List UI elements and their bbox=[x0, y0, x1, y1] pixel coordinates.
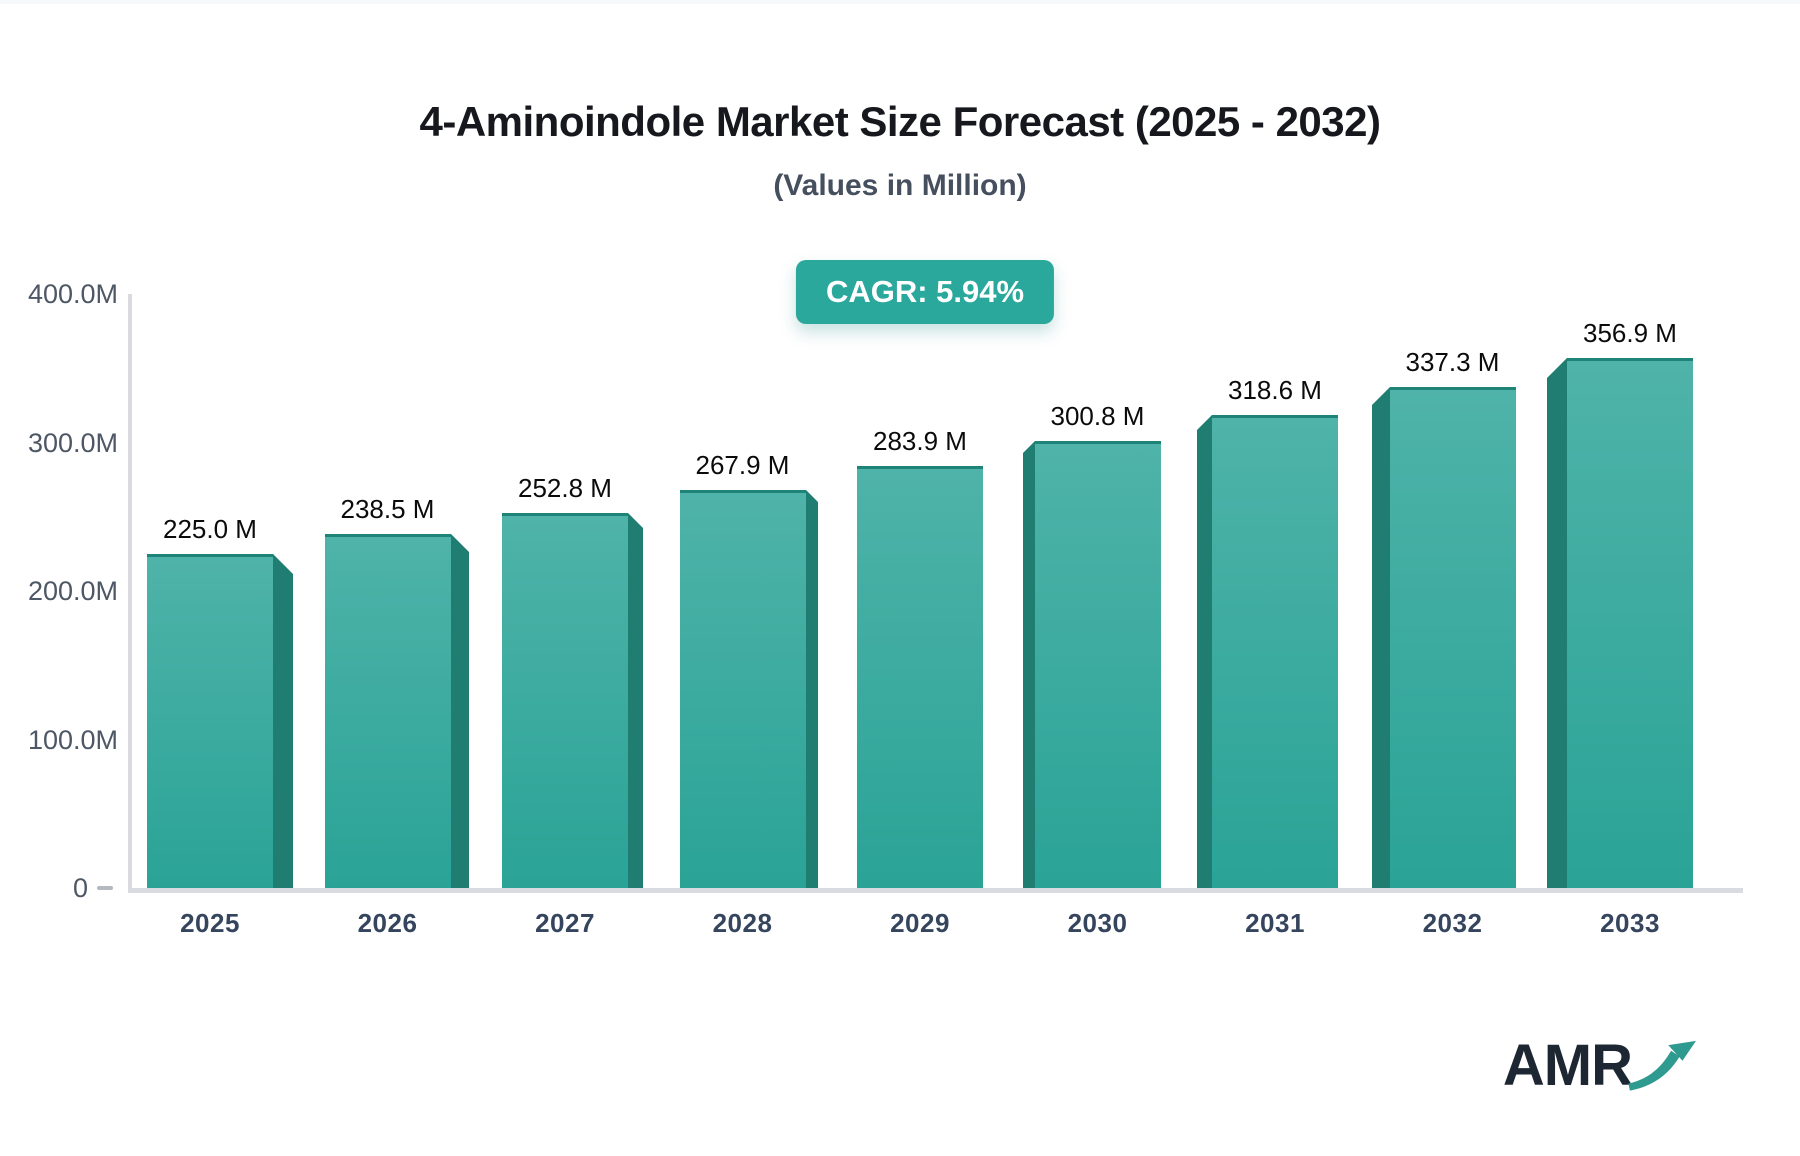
y-axis-label: 100.0M bbox=[27, 724, 118, 755]
y-axis-label: 300.0M bbox=[27, 427, 118, 458]
x-axis-label: 2026 bbox=[357, 908, 418, 938]
zero-tick-mark bbox=[97, 886, 113, 890]
bar-2025 bbox=[147, 554, 273, 888]
bar-chart-plot: 400.0M 300.0M 200.0M 100.0M 0 225.0 M 2025 238.… bbox=[0, 4, 1800, 1156]
chart-title: 4-Aminoindole Market Size Forecast (2025… bbox=[419, 98, 1381, 145]
bar-side-face bbox=[806, 490, 818, 888]
x-axis-line bbox=[128, 888, 1743, 893]
chart-subtitle: (Values in Million) bbox=[773, 169, 1027, 202]
bar-value-label: 300.8 M bbox=[1050, 401, 1145, 431]
x-axis-label: 2029 bbox=[890, 908, 950, 938]
bar-side-face bbox=[451, 534, 469, 888]
x-axis-label: 2025 bbox=[180, 908, 240, 938]
bar-side-face bbox=[1197, 415, 1212, 888]
bar-side-face bbox=[1023, 441, 1035, 888]
y-axis-label: 200.0M bbox=[27, 576, 118, 606]
amr-logo: AMR bbox=[1503, 1036, 1700, 1102]
bar-side-face bbox=[628, 513, 643, 888]
bar-2032 bbox=[1390, 387, 1516, 888]
x-axis-label: 2032 bbox=[1422, 908, 1483, 938]
bar-value-label: 318.6 M bbox=[1228, 375, 1322, 405]
x-axis-label: 2030 bbox=[1067, 908, 1128, 938]
bar-2033 bbox=[1567, 358, 1693, 888]
bar-value-label: 238.5 M bbox=[340, 494, 435, 524]
bar-2028 bbox=[680, 490, 806, 888]
bar-2030 bbox=[1035, 441, 1161, 888]
bar-2029 bbox=[857, 466, 983, 888]
y-axis-label: 0 bbox=[72, 873, 88, 903]
bar-value-label: 225.0 M bbox=[163, 514, 257, 544]
bar-value-label: 337.3 M bbox=[1405, 347, 1500, 377]
bar-value-label: 356.9 M bbox=[1583, 318, 1677, 348]
x-axis-label: 2027 bbox=[535, 908, 595, 938]
cagr-badge: CAGR: 5.94% bbox=[795, 260, 1055, 324]
y-axis-line bbox=[128, 294, 132, 893]
amr-logo-text: AMR bbox=[1502, 1033, 1633, 1098]
cagr-badge-label: CAGR: 5.94% bbox=[825, 274, 1025, 309]
bar-side-face bbox=[1547, 358, 1567, 888]
bar-2027 bbox=[502, 513, 628, 888]
bar-side-face bbox=[273, 554, 293, 888]
bar-side-face bbox=[1372, 387, 1390, 888]
bar-2026 bbox=[325, 534, 451, 888]
x-axis-label: 2033 bbox=[1600, 908, 1660, 938]
bar-value-label: 252.8 M bbox=[518, 473, 612, 503]
growth-arrow-icon bbox=[1628, 1040, 1696, 1091]
y-axis-label: 400.0M bbox=[27, 279, 118, 309]
bar-value-label: 267.9 M bbox=[695, 450, 790, 480]
bar-value-label: 283.9 M bbox=[873, 426, 967, 456]
x-axis-label: 2028 bbox=[712, 908, 773, 938]
bar-2031 bbox=[1212, 415, 1338, 888]
x-axis-label: 2031 bbox=[1245, 908, 1305, 938]
